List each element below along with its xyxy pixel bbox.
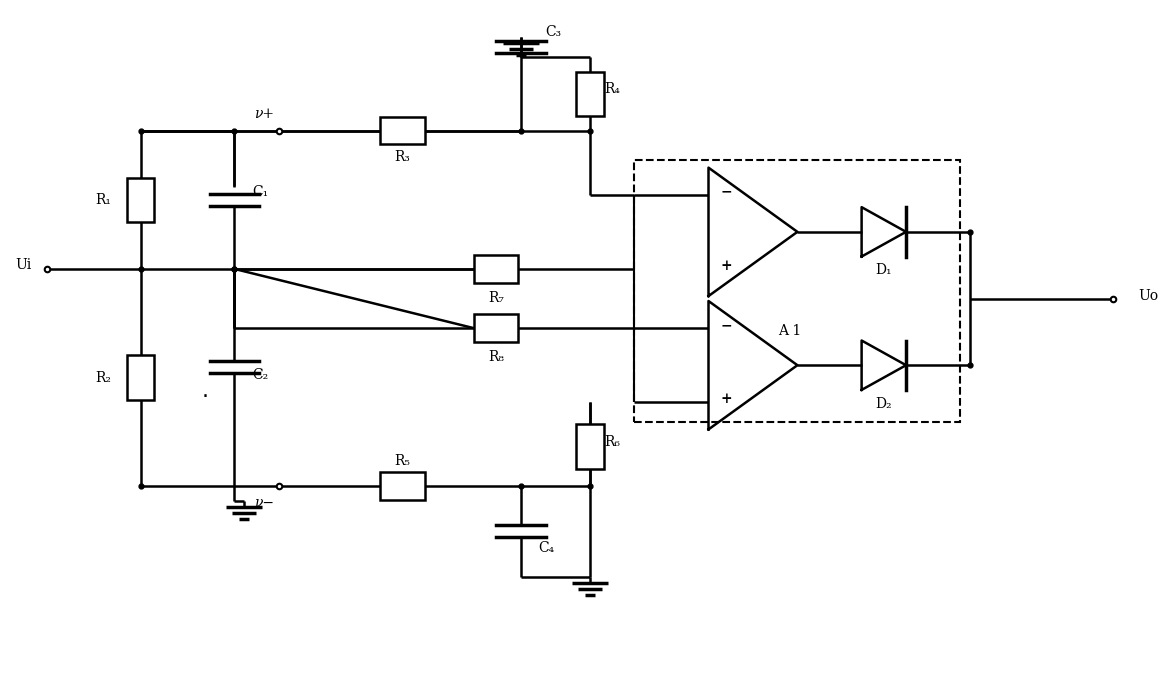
Bar — [127, 178, 154, 222]
Bar — [127, 355, 154, 400]
Bar — [576, 72, 603, 116]
Text: D₁: D₁ — [876, 264, 892, 277]
Text: R₅: R₅ — [394, 454, 410, 469]
Text: R₆: R₆ — [605, 435, 621, 449]
Bar — [380, 473, 425, 500]
Text: C₂: C₂ — [252, 367, 269, 382]
Text: −: − — [721, 318, 733, 332]
Text: D₂: D₂ — [876, 397, 892, 410]
Text: A 1: A 1 — [777, 324, 801, 337]
Bar — [474, 314, 519, 342]
Text: C₁: C₁ — [252, 185, 269, 199]
Text: R₄: R₄ — [605, 82, 621, 96]
Text: R₈: R₈ — [488, 350, 504, 364]
Text: C₄: C₄ — [539, 540, 555, 555]
Text: R₇: R₇ — [488, 291, 504, 305]
Text: +: + — [721, 392, 733, 406]
Text: Uo: Uo — [1138, 288, 1159, 303]
Text: R₂: R₂ — [95, 371, 110, 385]
Text: ν+: ν+ — [254, 107, 274, 121]
Bar — [474, 255, 519, 283]
Text: C₃: C₃ — [546, 25, 561, 39]
Text: +: + — [721, 259, 733, 273]
Bar — [634, 161, 960, 422]
Text: Ui: Ui — [15, 258, 32, 272]
Text: .: . — [201, 381, 208, 402]
Bar — [576, 424, 603, 469]
Text: ν−: ν− — [254, 496, 274, 510]
Text: R₁: R₁ — [95, 193, 110, 207]
Bar — [380, 117, 425, 144]
Text: −: − — [721, 185, 733, 199]
Text: R₃: R₃ — [394, 150, 410, 165]
